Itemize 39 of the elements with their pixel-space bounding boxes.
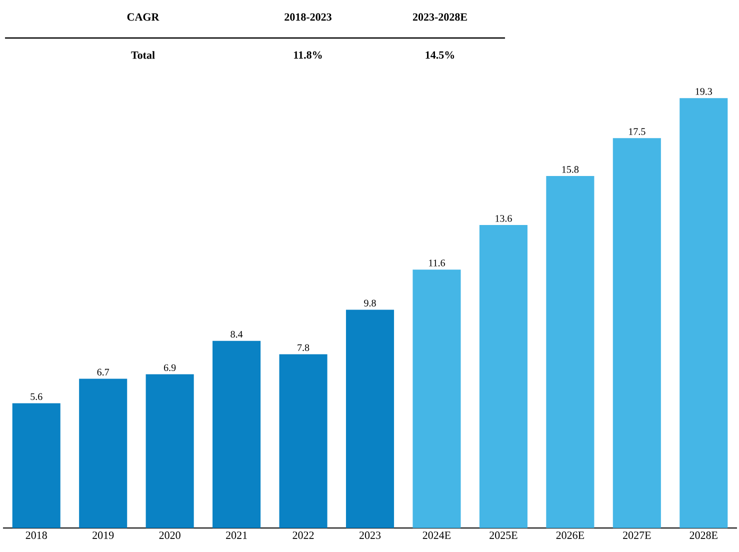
data-label: 6.7: [97, 368, 110, 376]
x-tick-label: 2021: [226, 532, 247, 539]
data-label: 13.6: [496, 215, 512, 222]
bar: [479, 225, 528, 528]
data-label: 17.5: [629, 128, 646, 135]
x-tick-label: 2023: [359, 532, 381, 539]
data-label: 8.4: [230, 330, 243, 338]
x-tick-label: 2027E: [623, 532, 651, 539]
text: CAGR: [127, 13, 160, 21]
bar: [680, 98, 728, 528]
x-tick-label: 2022: [292, 532, 314, 539]
data-label: 5.6: [30, 393, 42, 400]
bar: [12, 403, 60, 528]
x-tick-label: 2020: [159, 532, 180, 539]
data-label: 9.8: [364, 300, 376, 306]
text: Total: [131, 51, 155, 59]
text: 2018-2023: [284, 13, 332, 21]
bar: [146, 374, 194, 528]
x-tick-label: 2026E: [556, 532, 584, 539]
text: 14.5%: [426, 51, 454, 59]
data-label: 15.8: [562, 166, 579, 173]
bar: [612, 138, 661, 528]
data-label: 7.8: [298, 344, 310, 352]
x-tick-label: 2024E: [422, 532, 451, 539]
bar: [212, 340, 261, 528]
bar: [279, 354, 328, 528]
bar: [412, 270, 461, 528]
data-label: 6.9: [164, 364, 176, 372]
bar: [79, 378, 128, 528]
x-tick-label: 2018: [26, 532, 47, 539]
bar: [546, 176, 594, 528]
bar: [346, 310, 394, 528]
data-label: 19.3: [696, 88, 712, 95]
x-tick-label: 2019: [92, 532, 114, 539]
data-label: 11.6: [429, 260, 445, 266]
x-tick-label: 2028E: [690, 532, 718, 539]
x-tick-label: 2025E: [490, 532, 518, 539]
text: 11.8%: [294, 51, 322, 59]
text: 2023-2028E: [412, 13, 467, 21]
